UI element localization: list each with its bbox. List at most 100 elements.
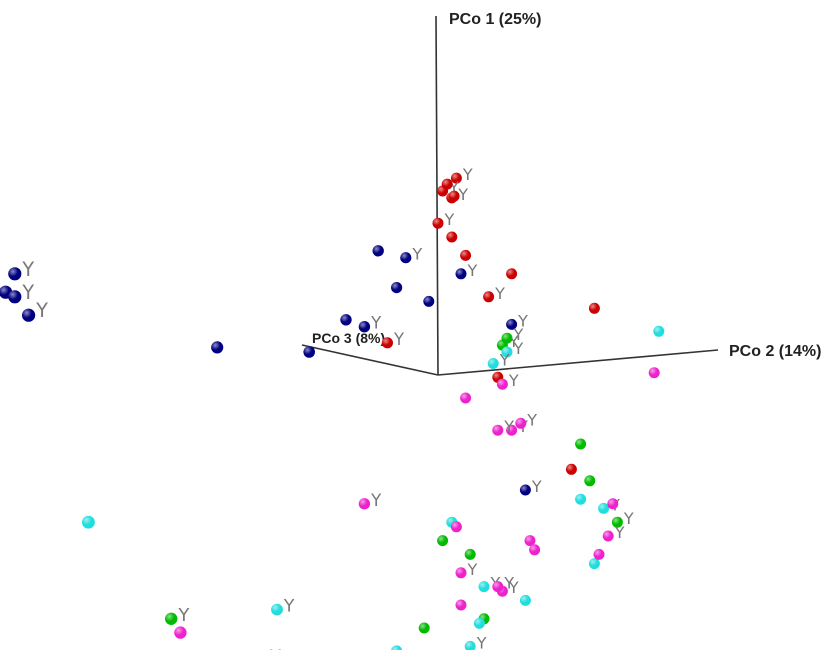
- data-point: [82, 515, 95, 529]
- data-point: [529, 544, 541, 556]
- data-point: [492, 581, 504, 593]
- point-y-marker: Y: [457, 185, 468, 204]
- data-point: [391, 282, 403, 294]
- data-point: [506, 268, 518, 280]
- data-point: [271, 603, 283, 616]
- data-point: [340, 314, 352, 326]
- data-point: [423, 295, 435, 307]
- point-y-marker: Y: [513, 339, 524, 358]
- point-y-marker: Y: [444, 210, 455, 229]
- point-y-marker: Y: [370, 314, 382, 333]
- data-point: [598, 502, 610, 514]
- point-y-marker: Y: [503, 574, 514, 593]
- data-point: [519, 484, 531, 496]
- data-point: [211, 341, 224, 354]
- point-y-marker: Y: [531, 477, 542, 496]
- pco3-axis-line: [301, 344, 439, 376]
- data-point: [575, 438, 587, 450]
- data-point: [22, 308, 36, 322]
- point-y-marker: Y: [623, 509, 634, 528]
- data-point: [496, 378, 508, 390]
- pco1-axis-label: PCo 1 (25%): [449, 11, 541, 28]
- point-y-marker: Y: [508, 332, 519, 351]
- pco3-axis-label: PCo 3 (8%): [312, 330, 385, 346]
- data-point: [455, 599, 467, 611]
- data-point: [501, 332, 513, 344]
- data-point: [450, 521, 462, 533]
- point-y-marker: Y: [494, 284, 505, 303]
- data-point: [455, 268, 467, 280]
- data-point: [448, 190, 460, 202]
- pco2-axis-line: [437, 349, 719, 376]
- point-y-marker: Y: [35, 299, 48, 322]
- data-point: [602, 530, 614, 542]
- data-points: YYYYYYYYYYYYYYYYYYYYYYYYYYYYYYYYYYYY: [0, 165, 665, 650]
- data-point: [487, 358, 499, 369]
- data-point: [372, 245, 384, 257]
- data-point: [492, 424, 504, 436]
- pco1-axis-line: [435, 15, 439, 376]
- data-point: [450, 172, 462, 184]
- data-point: [473, 617, 485, 629]
- point-y-marker: Y: [393, 330, 405, 349]
- point-y-marker: Y: [462, 165, 473, 184]
- pco2-axis-label: PCo 2 (14%): [729, 343, 821, 360]
- data-point: [611, 516, 623, 528]
- point-y-marker: Y: [370, 491, 382, 510]
- data-point: [584, 475, 596, 487]
- data-point: [565, 463, 577, 475]
- data-point: [524, 535, 536, 547]
- data-point: [418, 622, 430, 634]
- point-y-marker: Y: [526, 410, 537, 429]
- data-point: [437, 535, 449, 547]
- data-point: [8, 267, 22, 281]
- point-y-marker: Y: [503, 417, 514, 436]
- data-point: [303, 346, 316, 358]
- point-y-marker: Y: [499, 351, 510, 370]
- data-point: [174, 626, 187, 639]
- point-y-marker: Y: [476, 633, 487, 650]
- point-y-marker: Y: [269, 647, 281, 650]
- point-y-marker: Y: [467, 261, 478, 280]
- data-point: [648, 367, 660, 379]
- point-y-marker: Y: [21, 281, 34, 304]
- point-y-marker: Y: [513, 325, 524, 344]
- data-point: [358, 498, 371, 510]
- point-y-marker: Y: [21, 258, 34, 281]
- data-point: [506, 424, 518, 436]
- data-point: [478, 581, 490, 593]
- data-point: [593, 548, 605, 560]
- data-point: [8, 290, 22, 304]
- data-point: [464, 548, 476, 560]
- data-point: [441, 178, 453, 190]
- data-point: [653, 325, 665, 337]
- data-point: [460, 392, 472, 404]
- point-y-marker: Y: [283, 597, 295, 617]
- point-y-marker: Y: [177, 605, 190, 626]
- data-point: [464, 640, 476, 650]
- point-y-marker: Y: [508, 578, 519, 597]
- data-point: [455, 567, 467, 579]
- data-point: [575, 493, 587, 505]
- data-point: [400, 252, 412, 264]
- point-y-marker: Y: [411, 245, 422, 264]
- data-point: [381, 337, 393, 349]
- data-point: [358, 321, 371, 333]
- point-y-marker: Y: [448, 178, 459, 197]
- data-point: [165, 612, 178, 625]
- data-point: [501, 346, 513, 358]
- data-point: [506, 318, 518, 330]
- point-y-marker: Y: [508, 371, 519, 390]
- data-point: [446, 231, 458, 243]
- data-point: [515, 417, 527, 429]
- point-y-marker: Y: [614, 523, 625, 542]
- data-point: [519, 594, 531, 606]
- data-point: [588, 302, 600, 314]
- data-point: [432, 217, 444, 229]
- point-y-marker: Y: [467, 560, 478, 579]
